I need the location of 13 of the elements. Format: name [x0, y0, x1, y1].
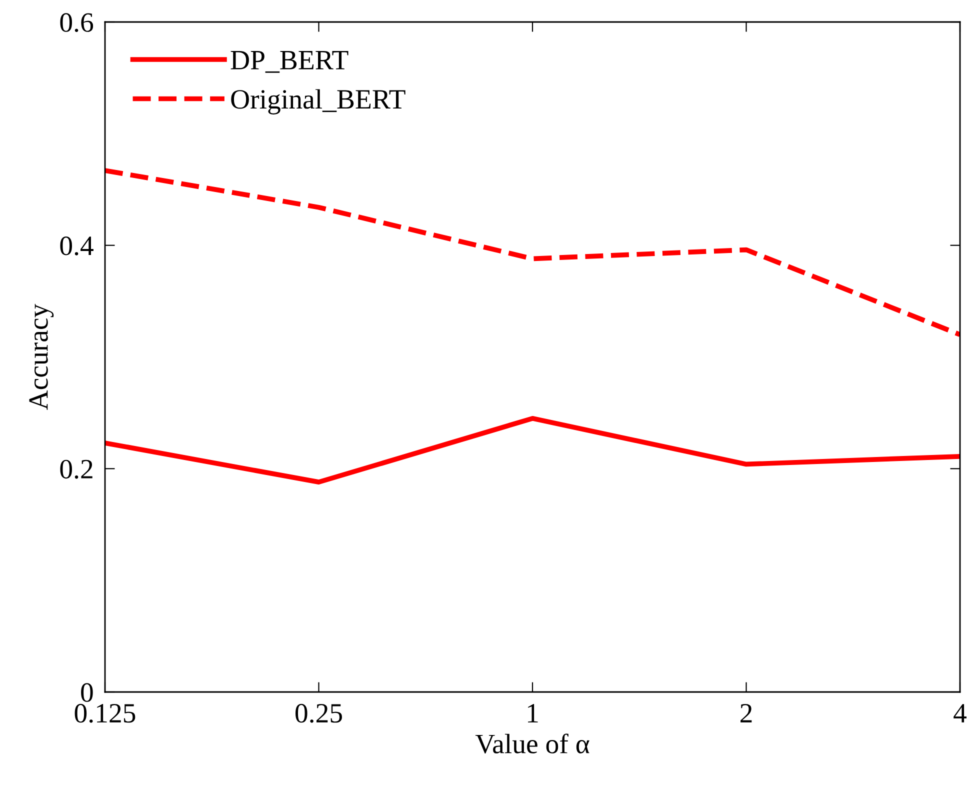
- y-tick-label: 0.4: [60, 236, 94, 256]
- x-tick-label: 0.25: [296, 704, 342, 723]
- x-tick-label: 4: [954, 704, 967, 722]
- legend-label: Original_BERT: [231, 89, 406, 114]
- y-tick-label: 0.2: [60, 460, 92, 479]
- legend-label: DP_BERT: [230, 51, 348, 73]
- y-axis-title: Accuracy: [29, 304, 54, 410]
- y-tick-label: 0.6: [60, 13, 94, 32]
- x-tick-label: 1: [528, 704, 538, 722]
- x-tick-label: 2: [740, 704, 752, 722]
- x-tick-label: 0.125: [74, 704, 136, 723]
- x-axis-title: Value of α: [475, 734, 590, 754]
- y-tick-label: 0: [81, 683, 93, 702]
